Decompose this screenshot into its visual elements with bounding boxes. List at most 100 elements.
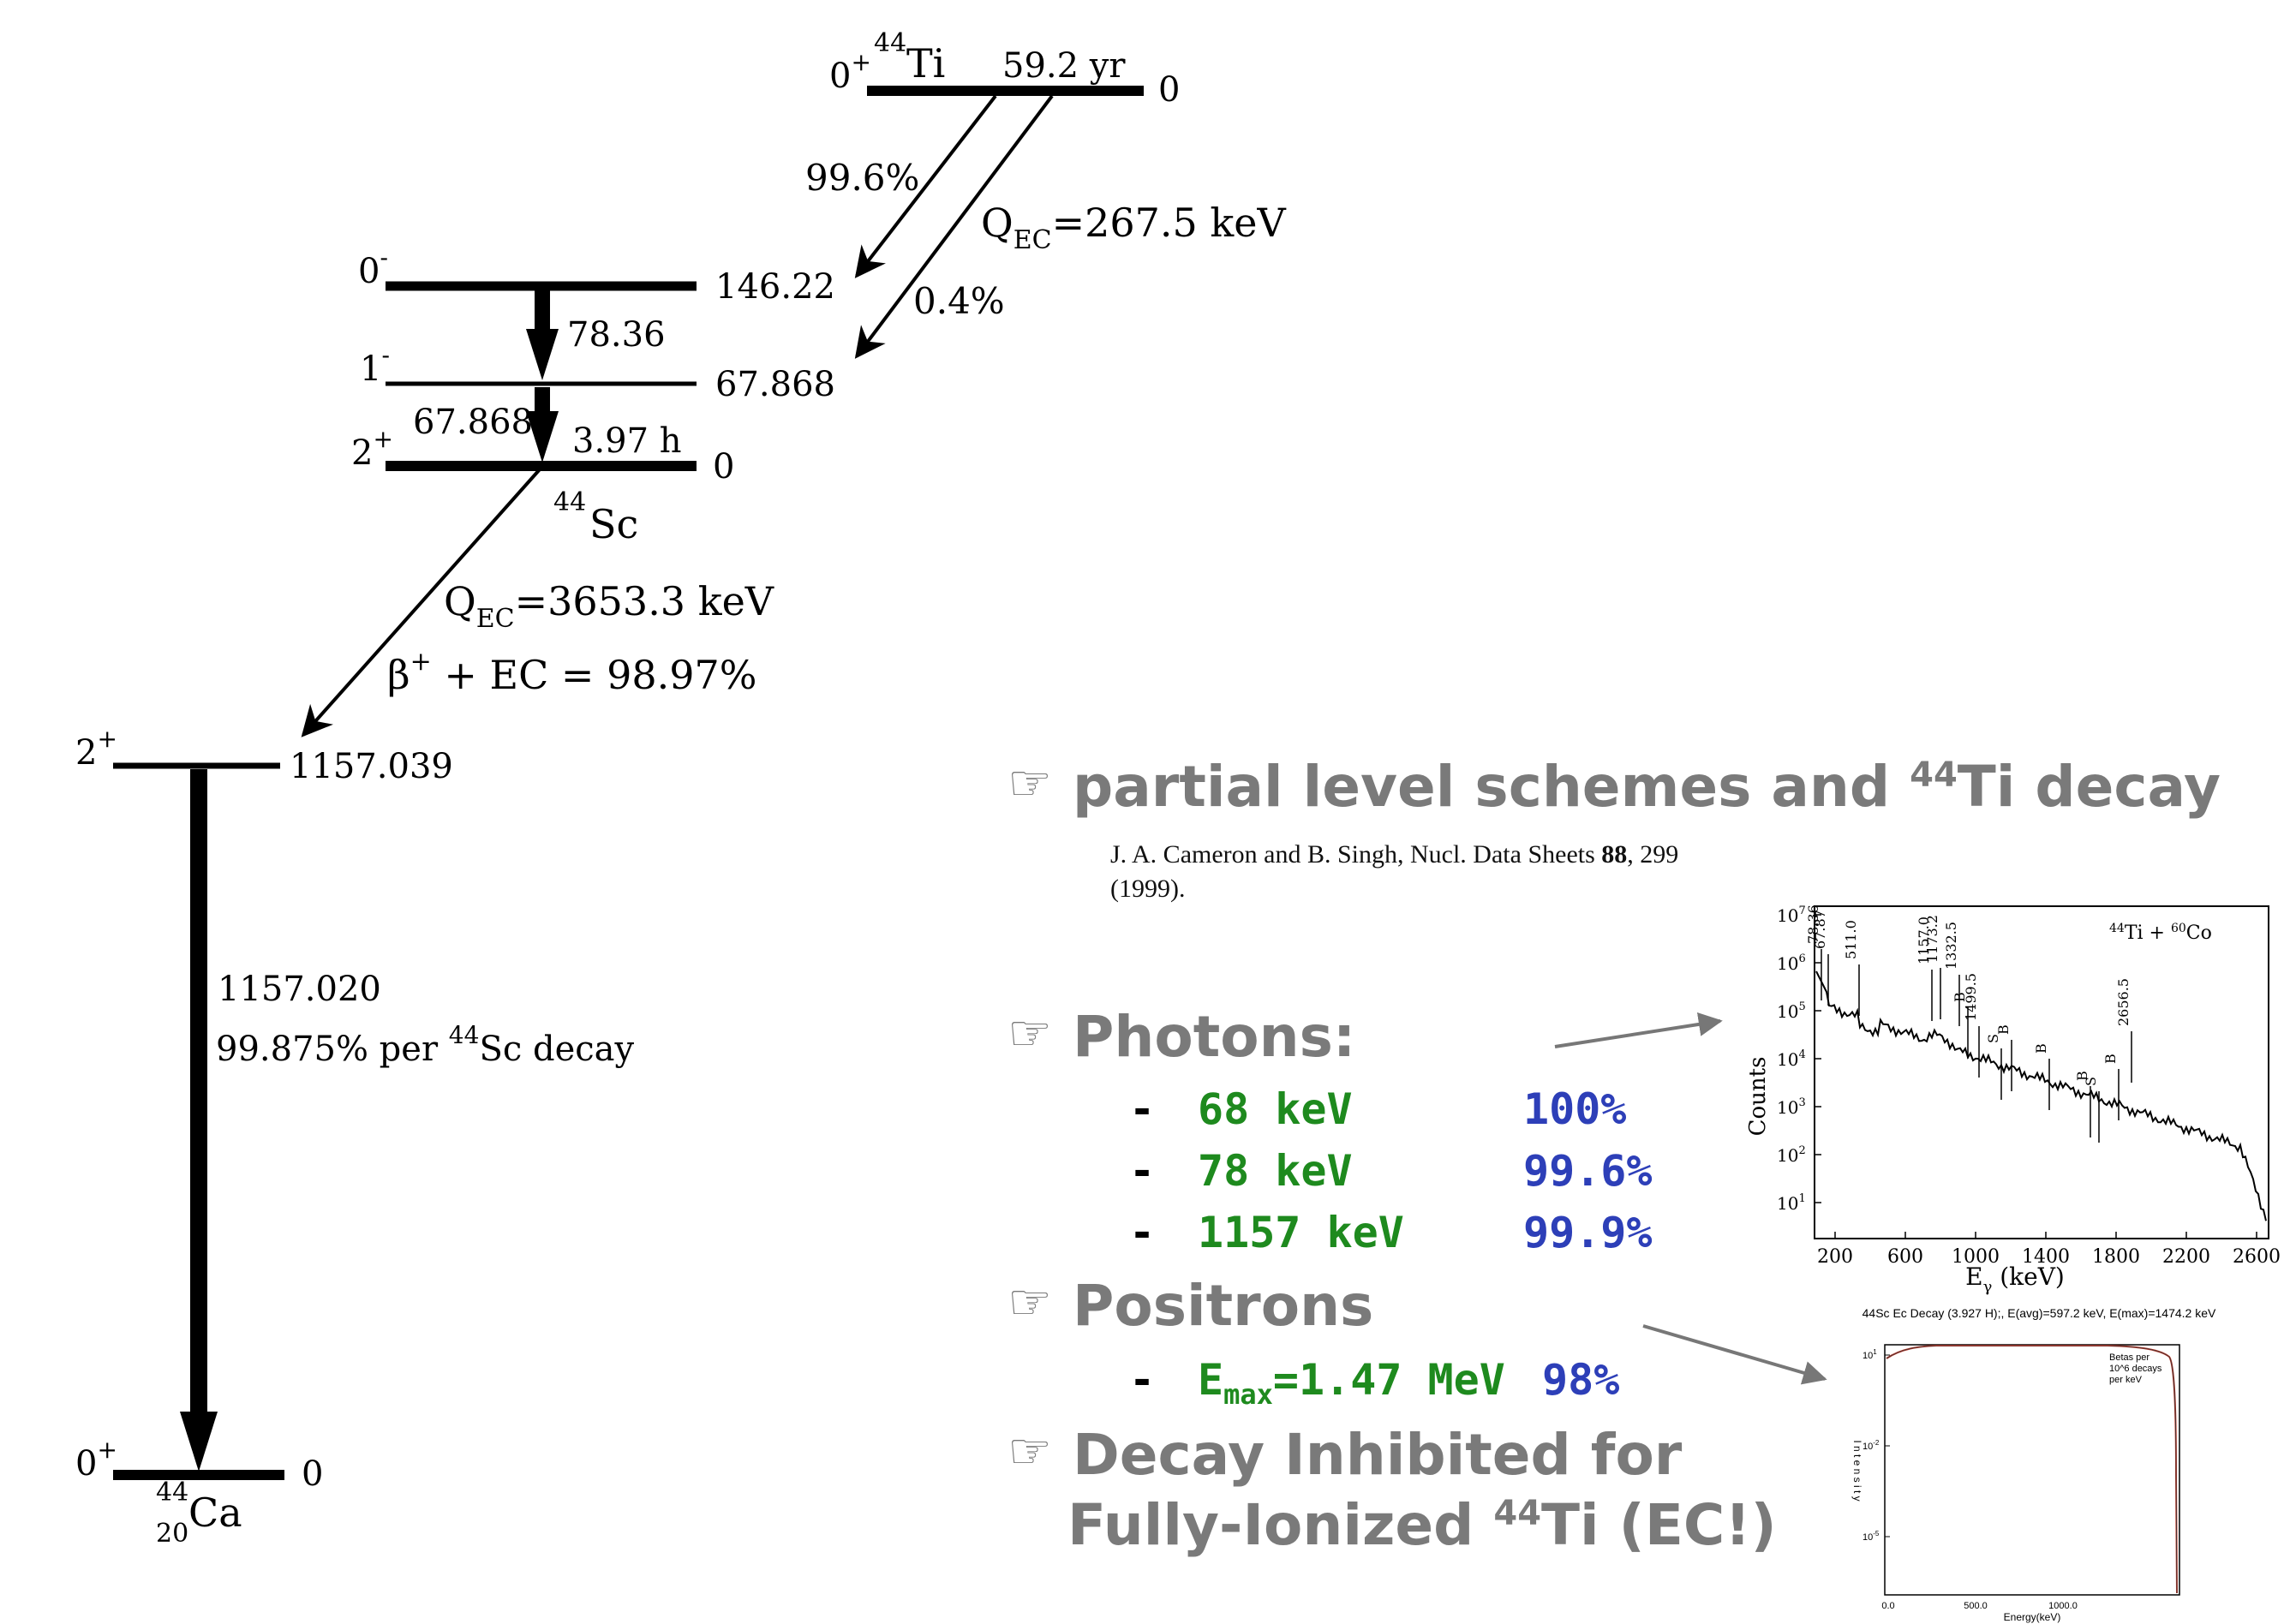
spectrum-x-tick-label: 600 (1887, 1246, 1923, 1268)
photon-intensity: 99.9% (1523, 1208, 1653, 1257)
ca-energy-1157: 1157.039 (290, 747, 453, 786)
spectrum-y-tick-label: 107 (1777, 905, 1806, 926)
spectrum-peak-label: 511.0 (1843, 920, 1859, 959)
spectrum-x-tick-label: 2600 (2233, 1246, 2281, 1268)
ti-element: Ti (906, 40, 945, 87)
sc-gamma-67-shaft (535, 387, 550, 413)
pointing-hand-icon: ☞ (1007, 1422, 1052, 1480)
beta-x-tick-label: 0.0 (1881, 1601, 1894, 1611)
spectrum-peak-label: B (2074, 1071, 2090, 1081)
photon-energy: 78 keV (1198, 1146, 1353, 1196)
bullet-photons: Photons: (1073, 1004, 1356, 1070)
spectrum-peak-label: 78.36 (1805, 905, 1821, 944)
ca-gamma-1157-head (180, 1412, 218, 1472)
photon-row: - (1129, 1146, 1156, 1196)
spectrum-y-tick-label: 101 (1777, 1192, 1806, 1214)
sc-gamma-67-head (526, 411, 559, 463)
spectrum-peak-label: 1499.5 (1963, 973, 1979, 1021)
spectrum-y-tick-label: 106 (1777, 952, 1806, 974)
spectrum-peak-label: S (2083, 1077, 2099, 1086)
positron-row: - (1129, 1355, 1156, 1405)
spectrum-y-tick-label: 105 (1777, 1000, 1806, 1022)
spectrum-x-tick-label: 200 (1817, 1246, 1853, 1268)
ti-qec: QEC=267.5 keV (981, 200, 1287, 255)
sc-spin-146: 0- (358, 243, 388, 291)
pointing-hand-icon: ☞ (1007, 1004, 1052, 1062)
spectrum-y-tick-label: 103 (1777, 1096, 1806, 1118)
sc-energy-146: 146.22 (715, 267, 835, 307)
spectrum-x-tick-label: 1000 (1952, 1246, 2000, 1268)
spectrum-legend: 44Ti + 60Co (2109, 922, 2212, 944)
spectrum-peak-label: 2656.5 (2115, 978, 2132, 1026)
reference-citation: J. A. Cameron and B. Singh, Nucl. Data S… (1110, 840, 1679, 903)
sc-gamma-67-label: 67.868 (413, 403, 533, 442)
ti-branch-minor: 0.4% (913, 280, 1005, 322)
gamma-spectrum-plot: 44Ti + 60Co Counts Eγ (keV) 107 106 105 104… (1745, 905, 2281, 1296)
spectrum-peak-label: 1173.2 (1924, 915, 1940, 963)
ti-ec-arrow-minor (854, 94, 1054, 359)
beta-spectrum-curve-outline (1886, 1345, 2178, 1594)
ca-gamma-energy: 1157.020 (218, 970, 381, 1009)
ti-mass: 44 (874, 28, 906, 58)
spectrum-x-tick-label: 1800 (2092, 1246, 2140, 1268)
ca-spin-1157: 2+ (75, 725, 117, 773)
spectrum-y-tick-label: 104 (1777, 1048, 1806, 1070)
photon-row: - (1129, 1084, 1156, 1134)
sc-spin-0: 2+ (351, 425, 393, 473)
photon-energy: 1157 keV (1198, 1208, 1404, 1257)
sc-gamma-78-head (526, 329, 559, 380)
spectrum-peak-label: B (1952, 992, 1968, 1002)
sc-energy-67: 67.868 (715, 365, 835, 404)
photon-intensity: 100% (1523, 1084, 1627, 1134)
beta-legend-line: Betas per (2109, 1352, 2149, 1363)
spectrum-ylabel: Counts (1745, 1057, 1771, 1137)
spectrum-x-ticks: 200 600 1000 1400 1800 2200 2600 (1817, 1232, 2281, 1268)
ca-mass: 44 (156, 1478, 188, 1508)
spectrum-x-tick-label: 1400 (2022, 1246, 2070, 1268)
spectrum-peak-label: 1157.0 (1916, 916, 1932, 964)
beta-spectrum-plot: 44Sc Ec Decay (3.927 H);, E(avg)=597.2 k… (1851, 1306, 2216, 1623)
spectrum-peak-label: B (1995, 1024, 2012, 1035)
bullet-decay-inhibited-line1: Decay Inhibited for (1073, 1422, 1683, 1488)
photon-row: - (1129, 1208, 1156, 1257)
beta-xlabel: Energy(keV) (2004, 1611, 2061, 1623)
ca-gamma-1157-shaft (190, 769, 207, 1413)
beta-x-ticks: 0.0 500.0 1000.0 (1881, 1601, 2077, 1611)
bullet-positrons: Positrons (1073, 1273, 1374, 1339)
spectrum-xlabel: Eγ (keV) (1965, 1263, 2065, 1296)
pointing-hand-icon: ☞ (1007, 754, 1052, 812)
bullet-level-schemes: partial level schemes and 44Ti decay (1073, 754, 2221, 820)
sc-mass: 44 (553, 487, 586, 517)
sc-beta-branch: β+ + EC = 98.97% (387, 647, 756, 698)
spectrum-y-tick-label: 102 (1777, 1144, 1806, 1166)
ca-element: Ca (188, 1490, 242, 1536)
positron-branch: 98% (1542, 1355, 1620, 1405)
beta-x-tick-label: 500.0 (1964, 1601, 1988, 1611)
ca-gamma-intensity: 99.875% per 44Sc decay (216, 1021, 634, 1069)
positron-emax: Emax=1.47 MeV (1198, 1355, 1505, 1411)
spectrum-peak-label: B (2033, 1043, 2049, 1054)
ca-atomic-number: 20 (156, 1519, 188, 1549)
spectrum-peak-label: 67.87 (1812, 910, 1828, 949)
spectrum-x-tick-label: 2200 (2162, 1246, 2210, 1268)
ti-level-energy: 0 (1158, 70, 1180, 110)
sc-spin-67: 1- (360, 341, 390, 389)
sc-energy-0: 0 (713, 447, 734, 487)
spectrum-peak-label: B (2102, 1054, 2119, 1064)
beta-legend-line: 10^6 decays (2109, 1364, 2162, 1374)
ca-energy-0: 0 (302, 1454, 323, 1494)
beta-y-tick-label: 101 (1862, 1348, 1877, 1361)
positrons-pointer-arrow (1642, 1324, 1827, 1385)
photon-intensity: 99.6% (1523, 1146, 1653, 1196)
sc-gamma-78-label: 78.36 (567, 315, 666, 355)
sc-element: Sc (589, 501, 638, 547)
pointing-hand-icon: ☞ (1007, 1273, 1052, 1331)
ti-branch-main: 99.6% (805, 157, 919, 199)
ti-spin: 0+ (829, 48, 871, 96)
beta-ylabel: I n t e n s i t y (1851, 1440, 1863, 1501)
spectrum-peak-label: S (1985, 1034, 2001, 1043)
beta-y-tick-label: 10-5 (1862, 1530, 1880, 1543)
